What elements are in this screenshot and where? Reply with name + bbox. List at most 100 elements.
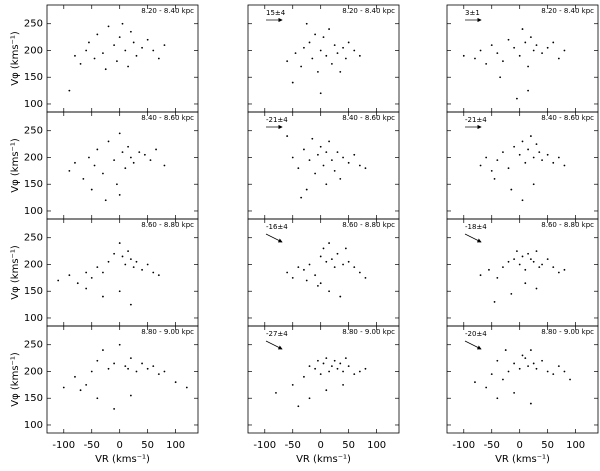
y-tick-label: 200: [24, 259, 43, 270]
star-point: [527, 365, 529, 368]
x-tick-label: 50: [342, 440, 355, 451]
star-point: [518, 263, 521, 266]
star-point: [127, 250, 129, 253]
star-point: [557, 156, 560, 159]
offset-arrow: [464, 233, 482, 243]
star-point: [102, 349, 104, 351]
star-point: [102, 295, 104, 298]
star-point: [541, 52, 543, 55]
star-point: [552, 41, 555, 44]
star-point: [146, 263, 149, 266]
star-point: [485, 62, 488, 65]
star-point: [336, 52, 339, 55]
y-tick-label: 150: [24, 179, 43, 190]
star-point: [286, 271, 289, 274]
star-point: [322, 164, 325, 167]
star-point: [527, 148, 529, 151]
star-point: [546, 153, 549, 156]
star-point: [107, 140, 110, 143]
y-tick-label: 100: [24, 420, 43, 431]
star-point: [113, 252, 116, 255]
y-tick-label: 250: [24, 233, 43, 244]
star-point: [325, 54, 328, 57]
y-axis-label: Vφ (kms⁻¹): [10, 352, 21, 407]
offset-arrow: [464, 340, 482, 350]
star-point: [118, 36, 121, 38]
star-point: [124, 263, 127, 266]
star-point: [303, 268, 305, 271]
x-tick-label: 0: [117, 440, 123, 451]
star-point: [90, 276, 93, 279]
star-point: [493, 301, 496, 303]
star-point: [88, 156, 90, 159]
star-point: [286, 60, 289, 63]
star-point: [524, 268, 527, 271]
star-point: [333, 266, 336, 269]
star-point: [516, 97, 518, 100]
star-point: [330, 258, 333, 261]
y-axis-label: Vφ (kms⁻¹): [10, 31, 21, 86]
star-point: [141, 362, 143, 365]
star-point: [319, 145, 322, 148]
star-point: [496, 397, 499, 400]
star-point: [132, 266, 135, 269]
panel-frame: [446, 111, 599, 220]
star-point: [513, 145, 516, 148]
star-point: [328, 242, 330, 244]
star-point: [174, 381, 177, 384]
star-point: [314, 274, 317, 277]
star-point: [563, 164, 566, 167]
star-point: [319, 49, 322, 52]
x-tick-label: 100: [566, 440, 585, 451]
star-point: [535, 287, 538, 290]
star-point: [90, 188, 93, 191]
star-point: [157, 274, 160, 277]
star-point: [513, 362, 516, 365]
star-point: [152, 49, 155, 52]
star-point: [532, 260, 535, 263]
y-tick-label: 200: [24, 366, 43, 377]
y-tick-label: 250: [24, 19, 43, 30]
offset-label: -18±4: [465, 223, 487, 231]
star-point: [507, 167, 510, 170]
star-point: [535, 143, 538, 146]
star-point: [146, 367, 149, 370]
star-point: [124, 49, 127, 52]
star-point: [557, 57, 560, 60]
star-point: [342, 370, 344, 373]
star-point: [490, 44, 493, 47]
star-point: [129, 258, 132, 261]
panel-frame: [446, 325, 599, 434]
star-point: [185, 386, 188, 389]
star-point: [121, 22, 124, 25]
star-point: [502, 151, 504, 154]
star-point: [107, 260, 110, 263]
star-point: [74, 375, 76, 378]
star-point: [330, 159, 333, 162]
star-point: [490, 373, 493, 376]
star-point: [474, 381, 476, 384]
star-point: [496, 276, 499, 279]
star-point: [353, 373, 356, 376]
star-point: [143, 153, 146, 156]
star-point: [474, 57, 476, 60]
star-point: [74, 54, 76, 57]
star-point: [529, 258, 532, 261]
star-point: [569, 378, 571, 381]
star-point: [132, 161, 135, 164]
star-point: [347, 260, 350, 263]
star-point: [157, 57, 160, 60]
star-point: [336, 252, 339, 255]
star-point: [141, 46, 143, 49]
star-point: [85, 49, 88, 52]
star-point: [88, 41, 90, 44]
star-point: [113, 159, 116, 162]
bin-label: 8.60 - 8.80 kpc: [541, 221, 594, 229]
star-point: [541, 359, 543, 362]
star-point: [325, 151, 328, 154]
offset-label: -21±4: [465, 116, 487, 124]
star-point: [546, 370, 549, 373]
star-point: [479, 49, 482, 52]
star-point: [479, 164, 482, 167]
